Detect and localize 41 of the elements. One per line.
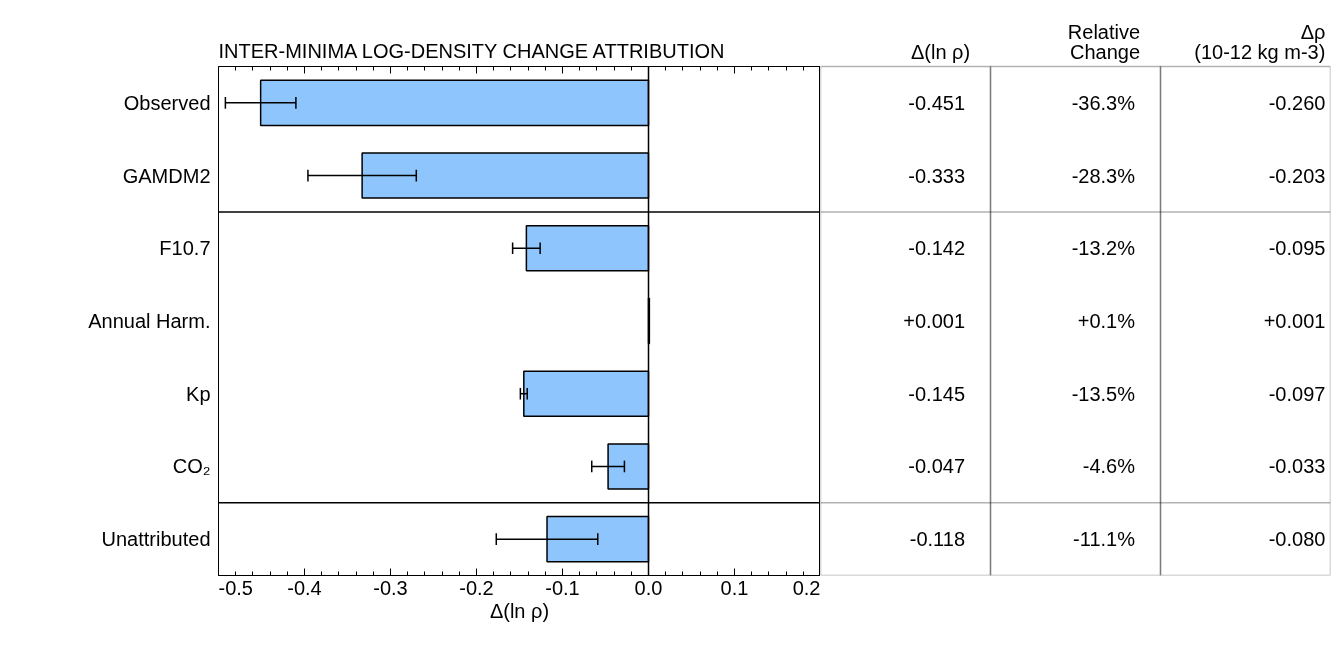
text: +0.1%	[1077, 310, 1136, 332]
x-tick-label: -0.3	[373, 576, 408, 599]
text: -36.3%	[1071, 91, 1136, 114]
text: +0.001	[1263, 310, 1326, 332]
text: -0.097	[1268, 382, 1326, 405]
x-axis-title: Δ(ln ρ)	[489, 599, 550, 622]
data-label: -0.145	[908, 382, 966, 405]
x-tick-label: -0.4	[287, 576, 322, 599]
text: Δρ (10-12 kg m-3)	[1194, 20, 1326, 63]
y-tick-label: GAMDM2	[122, 164, 211, 187]
data-label: -0.451	[908, 91, 966, 114]
data-label: -0.333	[908, 164, 966, 187]
text: Δ(ln ρ)	[910, 40, 971, 63]
chart-title: INTER-MINIMA LOG-DENSITY CHANGE ATTRIBUTION	[218, 39, 725, 62]
text: -0.080	[1268, 528, 1326, 551]
text: -0.203	[1268, 164, 1326, 187]
y-tick-label: Kp	[186, 382, 211, 405]
x-tick-label: -0.1	[545, 576, 580, 599]
y-tick-label: Observed	[123, 91, 211, 114]
x-tick-label: 0.1	[720, 576, 749, 599]
text: -13.5%	[1071, 382, 1136, 405]
data-label: +0.001	[903, 310, 966, 332]
text: -11.1%	[1073, 528, 1136, 551]
data-label: -0.118	[909, 528, 966, 551]
data-label: -0.047	[908, 455, 966, 478]
y-tick-label: CO₂	[172, 455, 211, 478]
x-tick-label: -0.5	[218, 576, 253, 599]
x-tick-label: -0.2	[459, 576, 494, 599]
data-label: -0.142	[908, 237, 966, 260]
text: -13.2%	[1071, 237, 1136, 260]
text: -0.260	[1268, 91, 1326, 114]
text: -0.033	[1268, 455, 1326, 478]
y-tick-label: Unattributed	[101, 528, 211, 551]
x-tick-label: 0.0	[634, 576, 663, 599]
x-tick-label: 0.2	[792, 576, 821, 599]
y-tick-label: Annual Harm.	[88, 310, 211, 332]
text: -0.095	[1268, 237, 1326, 260]
text: -28.3%	[1071, 164, 1136, 187]
text: Relative Change	[1067, 20, 1141, 63]
text: -4.6%	[1082, 455, 1136, 478]
y-tick-label: F10.7	[159, 237, 211, 260]
